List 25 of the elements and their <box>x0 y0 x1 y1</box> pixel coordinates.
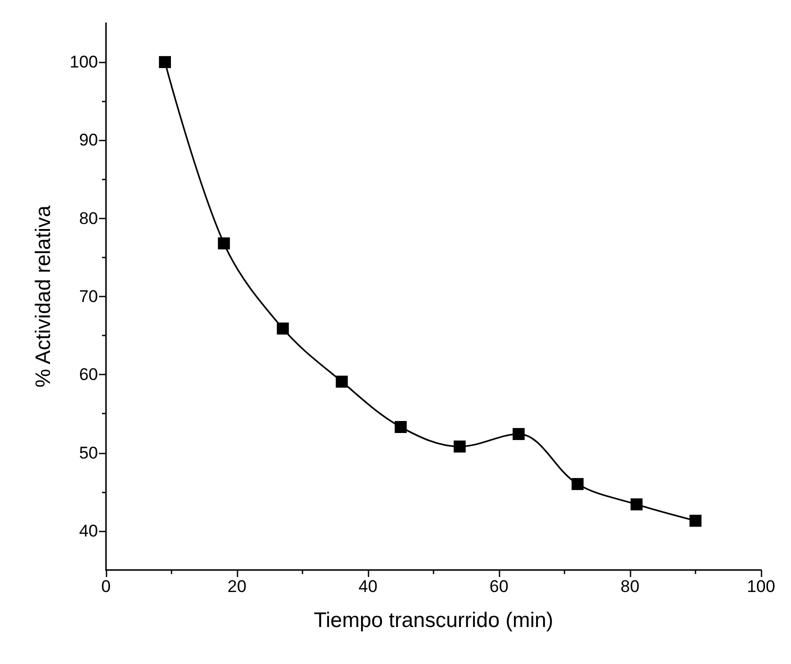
x-tick-label: 20 <box>228 577 246 596</box>
point <box>394 421 407 433</box>
point <box>690 514 702 527</box>
y-tick-label: 40 <box>79 521 98 540</box>
point <box>572 478 584 490</box>
point <box>336 376 348 388</box>
point <box>158 56 171 68</box>
y-tick-label: 50 <box>79 443 98 462</box>
point <box>512 428 525 440</box>
x-tick-label: 40 <box>358 577 378 596</box>
y-axis-title: % Actividad relativa <box>32 205 55 388</box>
x-axis-title: Tiempo transcurrido (min) <box>314 609 554 632</box>
x-tick-label: 60 <box>490 577 508 596</box>
x-tick-label: 80 <box>620 577 640 596</box>
point <box>218 237 230 250</box>
y-tick-label: 90 <box>79 130 98 150</box>
x-tick-label: 100 <box>746 577 776 596</box>
point <box>454 440 466 453</box>
y-tick-label: 80 <box>79 208 98 228</box>
point <box>276 322 289 335</box>
point <box>630 498 643 510</box>
y-tick-label: 100 <box>70 52 98 72</box>
y-tick-label: 60 <box>79 365 98 384</box>
y-tick-label: 70 <box>79 287 98 306</box>
x-tick-label: 0 <box>101 577 111 596</box>
